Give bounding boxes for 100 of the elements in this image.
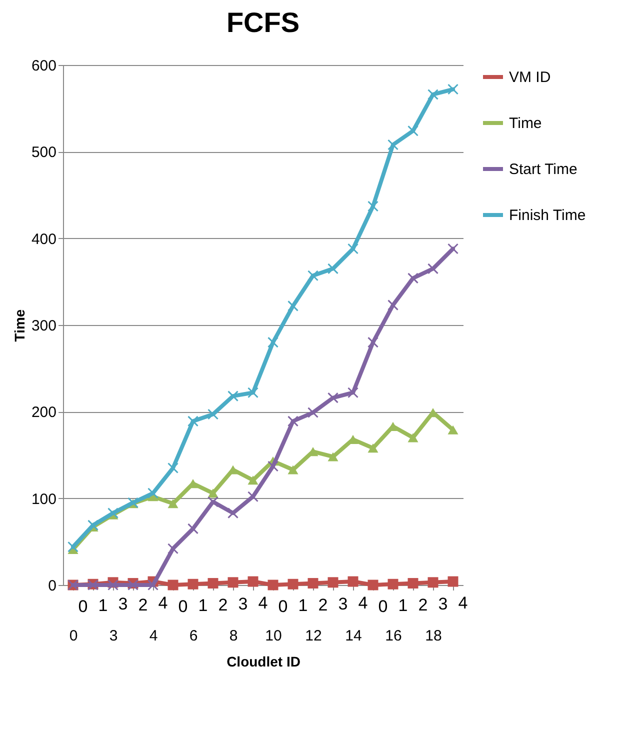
- x-tick-label: 14: [345, 628, 362, 644]
- point: [248, 491, 258, 502]
- point: [248, 576, 258, 587]
- point: [408, 433, 418, 442]
- data-label: 4: [158, 594, 168, 613]
- data-label: 2: [418, 595, 428, 614]
- data-label: 3: [338, 594, 348, 614]
- x-tick-label: 16: [385, 628, 402, 644]
- point: [308, 407, 318, 418]
- y-axis-title: Time: [11, 309, 28, 342]
- point: [268, 580, 278, 590]
- data-label: 0: [378, 597, 388, 616]
- data-label: 1: [198, 596, 208, 616]
- chart-title: FCFS: [226, 7, 300, 38]
- point: [288, 416, 298, 427]
- point: [228, 577, 238, 588]
- x-tick-label: 3: [109, 628, 118, 644]
- x-tick-label: 6: [189, 628, 198, 644]
- point: [448, 425, 458, 434]
- point: [328, 452, 338, 462]
- point: [348, 243, 358, 254]
- point: [288, 300, 298, 312]
- y-tick-label: 500: [31, 144, 56, 162]
- point: [288, 465, 298, 474]
- point: [168, 462, 178, 474]
- point: [328, 577, 338, 588]
- data-label: 2: [218, 595, 228, 614]
- point: [388, 300, 398, 311]
- data-label: 3: [238, 594, 248, 614]
- point: [188, 523, 198, 534]
- x-tick-label: 8: [229, 628, 238, 644]
- point: [368, 200, 378, 212]
- legend-label: Finish Time: [509, 207, 586, 224]
- point: [348, 387, 358, 398]
- data-label: 4: [458, 594, 468, 613]
- y-tick-label: 300: [31, 318, 56, 334]
- y-tick-label: 100: [31, 490, 56, 508]
- point: [388, 139, 398, 150]
- point: [268, 460, 278, 472]
- point: [168, 543, 178, 554]
- point: [328, 392, 338, 404]
- point: [348, 576, 358, 587]
- point: [368, 580, 378, 590]
- data-label: 0: [178, 597, 188, 616]
- data-label: 3: [438, 594, 448, 614]
- point: [208, 488, 218, 498]
- data-label: 4: [358, 594, 368, 613]
- y-tick-label: 200: [31, 404, 56, 422]
- point: [428, 263, 438, 274]
- point: [188, 578, 198, 590]
- point: [308, 270, 318, 282]
- point: [288, 578, 298, 590]
- point: [448, 243, 458, 254]
- point: [148, 580, 158, 590]
- point: [108, 580, 118, 590]
- point: [168, 580, 178, 590]
- y-tick-label: 600: [31, 58, 56, 74]
- x-tick-label: 0: [69, 628, 78, 644]
- x-tick-label: 10: [265, 628, 282, 644]
- x-tick-label: 4: [149, 628, 158, 644]
- point: [308, 578, 318, 589]
- point: [388, 578, 398, 590]
- point: [408, 272, 418, 284]
- data-label: 0: [78, 597, 88, 616]
- point: [168, 498, 178, 508]
- x-tick-label: 18: [425, 628, 442, 644]
- data-label: 2: [318, 595, 328, 614]
- data-label: 1: [398, 596, 408, 616]
- point: [248, 476, 258, 485]
- point: [228, 508, 238, 519]
- point: [68, 541, 78, 552]
- data-label: 4: [258, 594, 268, 613]
- legend-label: Time: [509, 115, 542, 132]
- y-tick-label: 400: [31, 230, 56, 248]
- data-label: 1: [98, 596, 108, 616]
- point: [208, 496, 218, 508]
- legend-label: Start Time: [509, 161, 578, 178]
- data-label: 0: [278, 597, 288, 616]
- x-tick-label: 12: [305, 628, 322, 644]
- point: [148, 488, 158, 499]
- point: [268, 336, 278, 348]
- point: [448, 576, 458, 587]
- data-label: 1: [298, 596, 308, 616]
- data-label: 2: [138, 595, 148, 614]
- point: [228, 390, 238, 402]
- point: [328, 263, 338, 274]
- point: [408, 578, 418, 589]
- point: [448, 84, 458, 95]
- data-label: 3: [118, 594, 128, 614]
- point: [188, 416, 198, 427]
- x-axis-title: Cloudlet ID: [226, 654, 300, 670]
- legend-label: VM ID: [509, 69, 551, 86]
- point: [108, 508, 118, 519]
- point: [208, 578, 218, 589]
- point: [248, 387, 258, 398]
- point: [428, 577, 438, 588]
- point: [368, 336, 378, 348]
- y-tick-label: 0: [48, 578, 56, 594]
- point: [208, 408, 218, 420]
- point: [428, 88, 438, 100]
